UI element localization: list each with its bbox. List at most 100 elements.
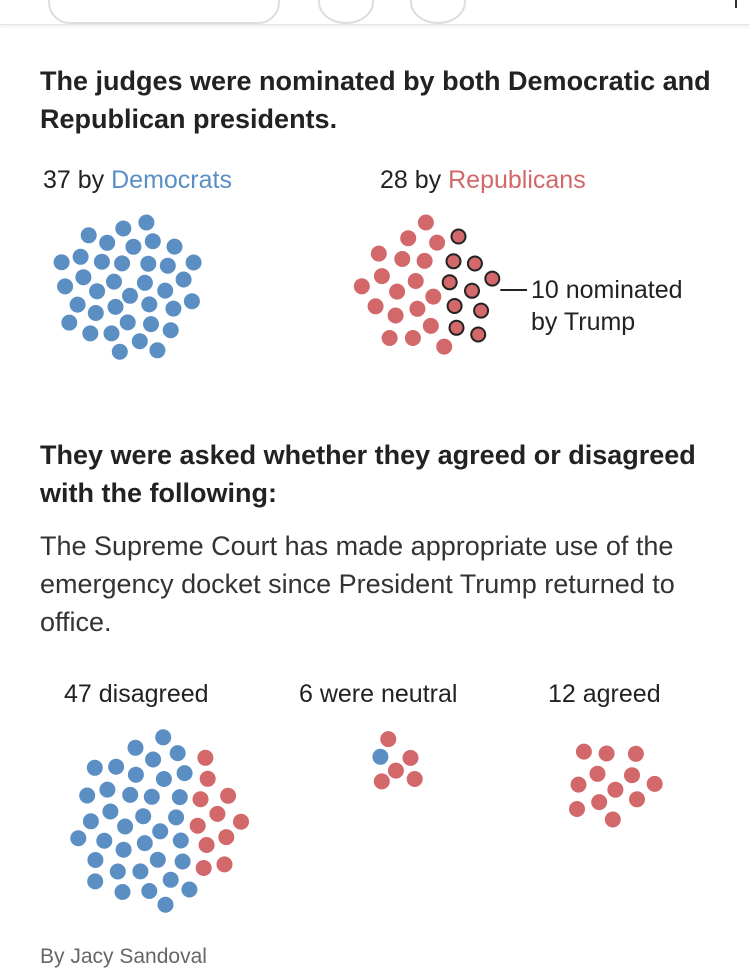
disagreed-democrat-dot [141,883,158,899]
republicans-count: 28 by [380,166,442,194]
republican-nominee-dot [425,288,442,305]
republican-nominee-dot [353,278,370,295]
agreed-republican-dot [591,794,608,811]
agreed-republican-dot [607,781,624,798]
democrat-nominee-dot [69,296,86,313]
disagreed-democrat-dot [132,863,149,880]
agreed-republican-dot [629,791,645,808]
republican-nominee-dot [429,234,446,251]
trump-nominee-dot [446,298,463,314]
trump-nominee-dot [466,255,483,272]
democrat-nominee-dot [157,282,174,299]
democrat-nominee-dot [122,287,138,304]
democrat-nominee-dot [93,253,110,270]
democrat-nominee-dot [159,257,176,274]
agreed-republican-dot [570,776,587,793]
disagreed-republican-dot [192,791,209,808]
democrat-nominee-dot [72,248,89,265]
republican-nominee-dot [394,251,411,267]
republican-nominee-dot [404,330,421,346]
democrat-nominee-dot [144,233,161,250]
result-neutral-label: 6 were neutral [299,680,458,708]
democrat-nominee-dot [119,314,136,331]
trump-nominee-dot [448,319,465,336]
disagreed-democrat-dot [149,851,166,868]
democrat-nominee-dot [175,271,192,288]
democrat-nominee-dot [57,278,74,295]
result-agreed-label: 12 agreed [548,680,661,708]
trump-nominee-dot [445,253,462,270]
disagreed-democrat-dot [168,809,185,826]
disagreed-republican-dot [195,860,212,876]
neutral-republican-dot [380,731,397,748]
democrat-nominee-dot [141,296,158,313]
trump-nominee-dot [470,326,487,343]
disagreed-democrat-dot [176,765,193,782]
disagreed-democrat-dot [87,852,104,868]
disagreed-democrat-dot [169,745,186,762]
democrat-nominee-dot [114,255,131,272]
republican-nominee-dot [409,300,426,317]
disagreed-democrat-dot [127,766,144,783]
democrat-nominee-dot [106,273,122,290]
disagreed-democrat-dot [174,853,191,870]
agreed-republican-dot [575,743,592,760]
neutral-republican-dot [387,762,404,779]
democrat-nominee-dot [99,234,116,251]
disagreed-republican-dot [199,770,216,787]
republican-nominee-dot [370,245,387,262]
agreed-republican-dot [624,767,640,784]
agreed-republican-dot [569,801,585,817]
disagreed-republican-dot [216,856,233,873]
disagreed-democrat-dot [122,786,139,803]
republican-nominee-dot [417,214,434,231]
democrat-nominee-dot [61,314,78,331]
trump-nominee-dot [484,270,501,287]
democrat-nominee-dot [185,254,202,271]
disagreed-democrat-dot [115,841,132,858]
trump-annotation-line1: 10 nominated [531,276,683,304]
disagreed-democrat-dot [99,781,116,798]
trump-annotation-line2: by Trump [531,308,636,336]
republican-nominee-dot [416,252,433,269]
disagreed-democrat-dot [181,881,198,898]
disagreed-democrat-dot [108,758,125,775]
democrats-label: 37 by Democrats [43,166,232,195]
agreed-republican-dot [627,745,644,762]
agreed-republican-dot [598,745,615,762]
democrat-nominee-dot [125,238,142,255]
republicans-party: Republicans [448,166,586,194]
disagreed-democrat-dot [117,818,134,835]
democrat-nominee-dot [149,342,166,359]
disagreed-democrat-dot [127,739,144,756]
question-statement: The Supreme Court has made appropriate u… [40,531,675,637]
republican-nominee-dot [422,317,439,334]
republican-nominee-dot [387,307,404,324]
agreed-republican-dot [589,765,606,782]
trump-nominee-dot [464,282,480,299]
democrat-nominee-dot [82,325,99,342]
toolbar-pill-button[interactable] [48,0,280,24]
agreed-republican-dot [604,811,621,828]
disagreed-republican-dot [233,813,249,830]
disagreed-democrat-dot [155,729,172,746]
democrat-nominee-dot [115,220,132,237]
disagreed-democrat-dot [162,871,179,888]
democrat-nominee-dot [166,238,183,255]
democrat-nominee-dot [140,255,157,272]
republican-nominee-dot [407,273,424,289]
disagreed-democrat-dot [82,813,99,830]
disagreed-democrat-dot [145,751,162,768]
democrat-nominee-dot [53,254,70,271]
disagreed-democrat-dot [102,803,119,820]
democrat-nominee-dot [107,298,124,315]
republican-nominee-dot [400,230,417,247]
neutral-democrat-dot [372,748,389,765]
scroll-indicator [735,0,737,8]
neutral-republican-dot [406,771,423,787]
disagreed-democrat-dot [157,896,174,913]
result-disagreed-label: 47 disagreed [64,680,209,708]
disagreed-republican-dot [218,829,235,846]
section-heading: The judges were nominated by both Democr… [40,66,711,134]
